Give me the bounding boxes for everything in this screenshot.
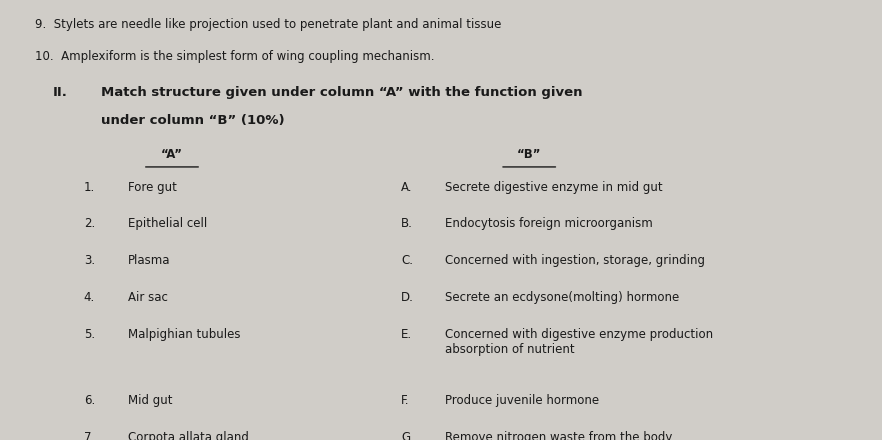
Text: Concerned with ingestion, storage, grinding: Concerned with ingestion, storage, grind… — [445, 254, 706, 267]
Text: Plasma: Plasma — [128, 254, 170, 267]
Text: 6.: 6. — [84, 394, 95, 407]
Text: 9.  Stylets are needle like projection used to penetrate plant and animal tissue: 9. Stylets are needle like projection us… — [35, 18, 502, 31]
Text: Mid gut: Mid gut — [128, 394, 172, 407]
Text: 7.: 7. — [84, 431, 95, 440]
Text: 3.: 3. — [84, 254, 95, 267]
Text: A.: A. — [401, 180, 413, 194]
Text: D.: D. — [401, 291, 415, 304]
Text: Secrete digestive enzyme in mid gut: Secrete digestive enzyme in mid gut — [445, 180, 663, 194]
Text: Fore gut: Fore gut — [128, 180, 176, 194]
Text: Epithelial cell: Epithelial cell — [128, 217, 207, 230]
Text: Secrete an ecdysone(molting) hormone: Secrete an ecdysone(molting) hormone — [445, 291, 680, 304]
Text: G: G — [401, 431, 410, 440]
Text: B.: B. — [401, 217, 413, 230]
Text: 2.: 2. — [84, 217, 95, 230]
Text: 1.: 1. — [84, 180, 95, 194]
Text: 4.: 4. — [84, 291, 95, 304]
Text: Air sac: Air sac — [128, 291, 168, 304]
Text: Concerned with digestive enzyme production
absorption of nutrient: Concerned with digestive enzyme producti… — [445, 328, 714, 356]
Text: “B”: “B” — [517, 148, 542, 161]
Text: Malpighian tubules: Malpighian tubules — [128, 328, 241, 341]
Text: “A”: “A” — [161, 148, 183, 161]
Text: C.: C. — [401, 254, 414, 267]
Text: Corpota allata gland: Corpota allata gland — [128, 431, 249, 440]
Text: Endocytosis foreign microorganism: Endocytosis foreign microorganism — [445, 217, 654, 230]
Text: under column “B” (10%): under column “B” (10%) — [101, 114, 285, 128]
Text: F.: F. — [401, 394, 410, 407]
Text: II.: II. — [53, 86, 68, 99]
Text: E.: E. — [401, 328, 413, 341]
Text: Remove nitrogen waste from the body: Remove nitrogen waste from the body — [445, 431, 673, 440]
Text: 5.: 5. — [84, 328, 95, 341]
Text: Produce juvenile hormone: Produce juvenile hormone — [445, 394, 600, 407]
Text: Match structure given under column “A” with the function given: Match structure given under column “A” w… — [101, 86, 583, 99]
Text: 10.  Amplexiform is the simplest form of wing coupling mechanism.: 10. Amplexiform is the simplest form of … — [35, 50, 435, 63]
